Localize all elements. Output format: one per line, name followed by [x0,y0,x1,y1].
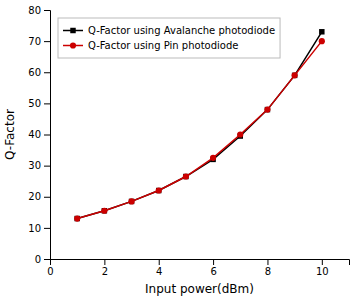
series-marker [292,73,297,78]
x-axis-tick-mark [104,259,105,265]
y-axis: 0 10 20 30 40 50 60 70 80 [28,5,50,265]
series-marker [128,198,134,204]
y-axis-tick: 10 [28,223,50,234]
series-marker [264,107,270,113]
y-axis-title: Q-Factor [3,109,17,160]
x-axis: 0 2 4 6 8 10 [47,259,349,277]
y-axis-tick-mark [44,228,50,229]
series-marker [210,155,216,161]
y-axis-tick-label: 70 [28,36,41,47]
x-axis-tick: 10 [316,259,329,277]
x-axis-tick-label: 4 [156,266,162,277]
x-axis-tick-mark [322,259,323,265]
y-axis-tick-mark [44,259,50,260]
x-axis-title: Input power(dBm) [145,282,254,296]
y-axis-tick: 30 [28,160,50,171]
y-axis-tick-label: 10 [28,223,41,234]
y-axis-line [44,11,51,260]
y-axis-tick-mark [44,41,50,42]
y-axis-tick-label: 60 [28,67,41,78]
y-axis-tick-label: 40 [28,129,41,140]
x-axis-tick-label: 0 [47,266,53,277]
y-axis-tick-label: 20 [28,191,41,202]
y-axis-tick: 60 [28,67,50,78]
y-axis-tick-label: 30 [28,160,41,171]
y-axis-tick: 20 [28,191,50,202]
x-axis-tick-label: 2 [102,266,108,277]
x-axis-tick-mark [267,259,268,265]
y-axis-tick: 50 [28,98,50,109]
y-axis-tick: 40 [28,129,50,140]
series-marker [129,199,134,204]
legend-marker [70,42,76,48]
x-axis-tick-mark [159,259,160,265]
legend-box [58,18,280,58]
y-axis-tick-mark [44,72,50,73]
x-axis-tick: 8 [265,259,271,277]
y-axis-tick: 0 [35,254,50,265]
y-axis-tick-mark [44,10,50,11]
y-axis-tick-label: 80 [28,5,41,16]
x-axis-tick: 6 [210,259,216,277]
series-marker [156,187,162,193]
x-axis-tick: 4 [156,259,162,277]
legend-label: Q-Factor using Pin photodiode [88,40,238,51]
x-axis-tick: 2 [102,259,108,277]
series-marker [183,173,189,179]
series-line [77,41,322,218]
x-axis-tick: 0 [47,259,53,277]
series-marker [319,29,324,34]
series-marker [292,72,298,78]
y-axis-tick: 70 [28,36,50,47]
y-axis-tick-mark [44,103,50,104]
series-marker [101,208,107,214]
y-axis-tick: 80 [28,5,50,16]
series-marker [183,174,188,179]
chart: 0 2 4 6 8 10 0 10 20 30 40 50 60 70 80 Input power(dBm)… [0,0,361,299]
series-marker [237,131,243,137]
series-marker [156,188,161,193]
series-marker [74,216,79,221]
legend-marker [70,28,75,33]
x-axis-line [51,260,350,266]
series-line [77,32,322,219]
series-marker [102,208,107,213]
y-axis-tick-mark [44,166,50,167]
x-axis-tick-label: 10 [316,266,329,277]
series-marker [265,107,270,112]
y-axis-tick-mark [44,135,50,136]
x-axis-tick-mark [213,259,214,265]
x-axis-tick-label: 6 [210,266,216,277]
x-axis-tick-label: 8 [265,266,271,277]
y-axis-tick-mark [44,197,50,198]
legend-label: Q-Factor using Avalanche photodiode [88,25,275,36]
legend: Q-Factor using Avalanche photodiode Q-Fac… [58,18,280,58]
series-marker [319,38,325,44]
y-axis-tick-label: 50 [28,98,41,109]
series-marker [74,215,80,221]
y-axis-tick-label: 0 [35,254,41,265]
